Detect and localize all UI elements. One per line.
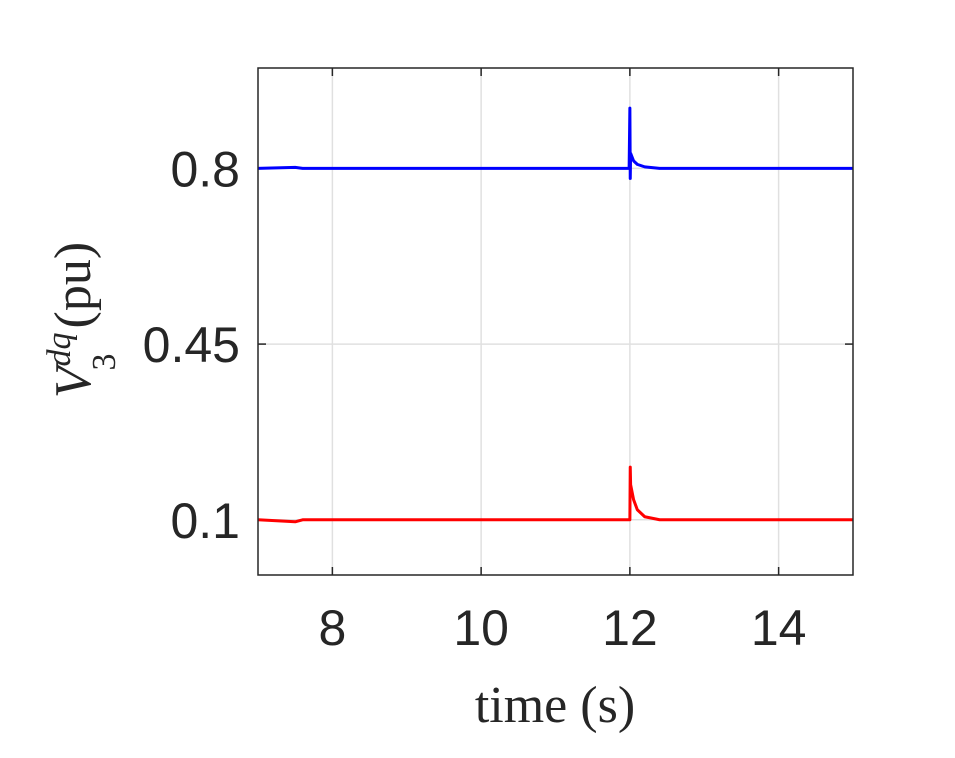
x-tick-label: 10 [453, 600, 509, 656]
x-tick-label: 14 [751, 600, 807, 656]
plot-frame [257, 67, 854, 576]
data-line [257, 106, 853, 180]
x-tick-label: 8 [318, 600, 346, 656]
y-tick-label: 0.45 [143, 317, 240, 373]
y-tick-label: 0.8 [170, 141, 240, 197]
y-label-subscript: 3 [86, 353, 123, 370]
y-axis-label: Vdq 3 (pu) [41, 242, 123, 398]
data-line [257, 465, 853, 524]
x-tick-label: 12 [602, 600, 658, 656]
x-axis-label: time (s) [475, 677, 635, 734]
y-label-superscript: dq [41, 332, 78, 366]
y-label-unit: (pu) [45, 242, 102, 329]
y-label-symbol: V [45, 361, 102, 398]
y-tick-label: 0.1 [170, 493, 240, 549]
